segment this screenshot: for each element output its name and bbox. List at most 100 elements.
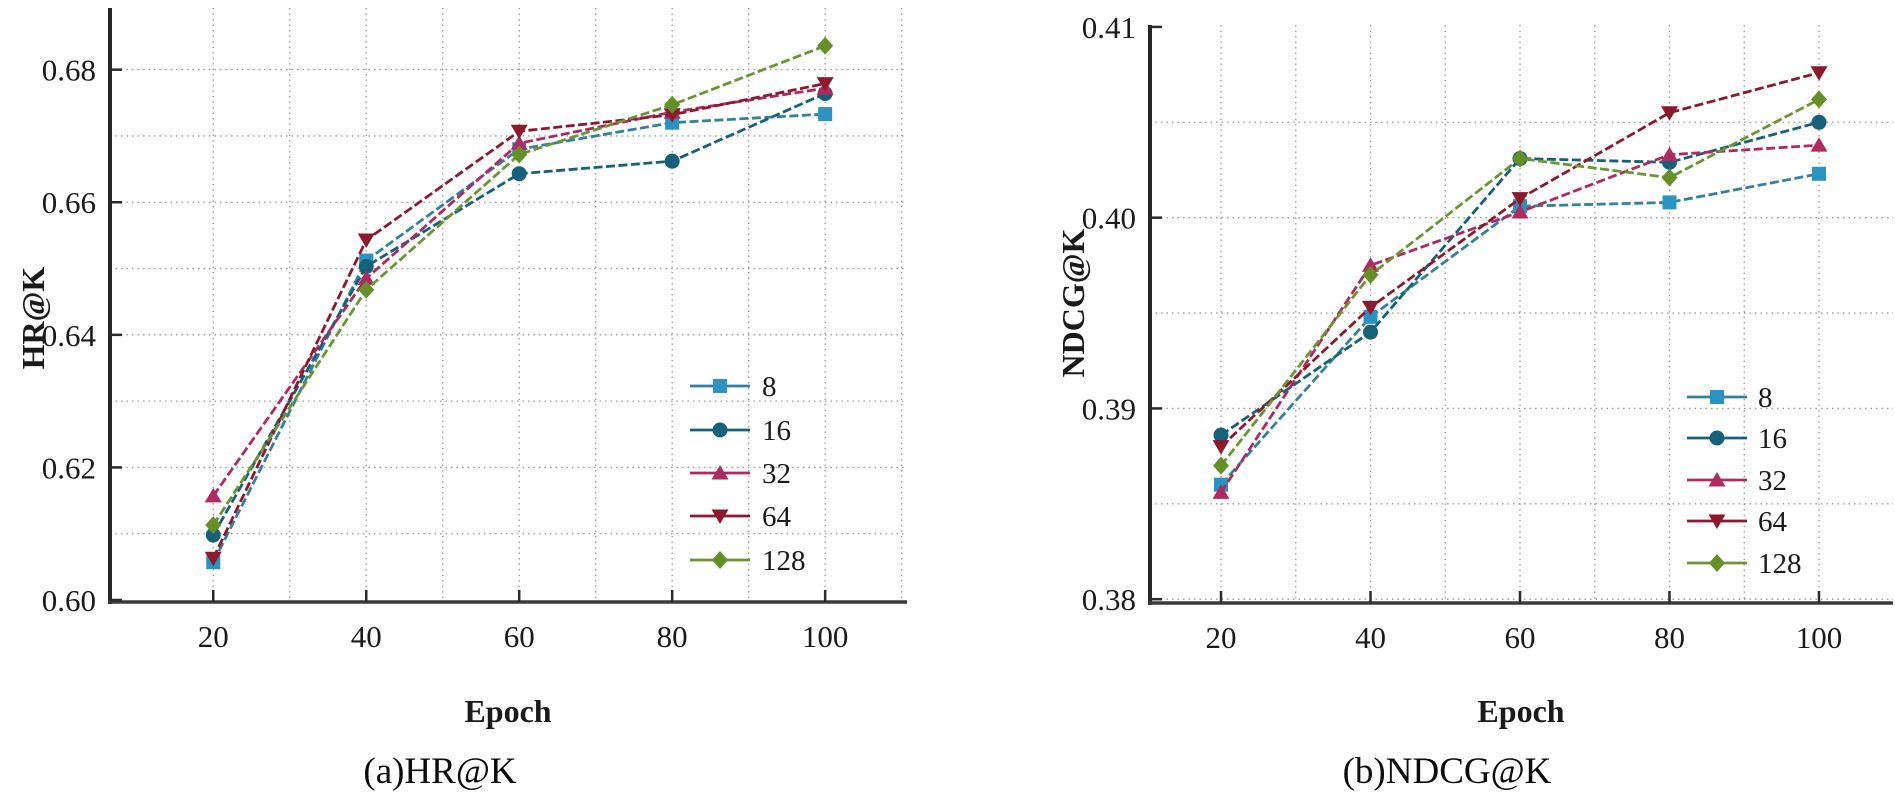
triangle-up-marker-32 bbox=[1362, 257, 1380, 272]
triangle-up-marker-32 bbox=[1511, 203, 1529, 219]
diamond-marker-128 bbox=[817, 36, 834, 55]
ndcg-series-128 bbox=[1213, 90, 1827, 475]
ndcg-legend-item-32: 32 bbox=[1687, 465, 1787, 497]
y-tick-label-0.62: 0.62 bbox=[42, 450, 96, 485]
diamond-marker-128 bbox=[1213, 456, 1230, 475]
triangle-down-marker-64 bbox=[510, 124, 528, 140]
y-tick-label-0.41: 0.41 bbox=[1082, 10, 1136, 45]
hr-axes bbox=[108, 8, 907, 604]
legend-label-128: 128 bbox=[1758, 548, 1802, 580]
hr-legend-item-64: 64 bbox=[690, 501, 792, 533]
hr-series-64 bbox=[204, 77, 834, 567]
ndcg-legend-item-128: 128 bbox=[1687, 548, 1802, 580]
square-marker-8 bbox=[1363, 309, 1378, 324]
legend-label-64: 64 bbox=[762, 501, 792, 533]
circle-marker-16 bbox=[664, 153, 680, 169]
hr-chart: 20 40 60 80 100 0.60 0.62 0.64 0.66 0.68 8 16 32 64 12… bbox=[15, 8, 907, 729]
ndcg-tick-labels: 20 40 60 80 100 0.38 0.39 0.40 0.41 bbox=[1082, 10, 1842, 655]
triangle-down-marker-64 bbox=[1511, 192, 1529, 207]
hr-xlabel: Epoch bbox=[464, 693, 551, 729]
triangle-up-marker-32 bbox=[510, 135, 528, 150]
hr-legend: 8 16 32 64 128 bbox=[690, 371, 806, 577]
legend-label-16: 16 bbox=[762, 415, 791, 447]
diamond-marker-128 bbox=[664, 95, 681, 114]
hr-legend-item-16: 16 bbox=[690, 415, 791, 447]
triangle-up-marker-32 bbox=[357, 270, 375, 285]
legend-label-64: 64 bbox=[1758, 506, 1788, 538]
diamond-marker-128 bbox=[1512, 149, 1529, 168]
hr-grid bbox=[110, 8, 907, 602]
x-tick-label-40: 40 bbox=[351, 619, 382, 654]
x-tick-label-100: 100 bbox=[1796, 620, 1843, 655]
triangle-down-marker-64 bbox=[357, 233, 375, 249]
legend-square-8 bbox=[713, 379, 727, 393]
legend-label-32: 32 bbox=[1758, 465, 1787, 497]
hr-series-128 bbox=[205, 36, 834, 535]
series-line-128 bbox=[212, 44, 826, 526]
circle-marker-16 bbox=[1213, 427, 1229, 443]
ndcg-series-64 bbox=[1212, 66, 1828, 455]
ndcg-legend-item-8: 8 bbox=[1687, 382, 1773, 414]
triangle-down-marker-64 bbox=[204, 551, 222, 567]
x-tick-label-80: 80 bbox=[1654, 620, 1685, 655]
ndcg-chart: 20 40 60 80 100 0.38 0.39 0.40 0.41 8 16 32 64 128 Epo… bbox=[1055, 10, 1893, 729]
diamond-marker-128 bbox=[1362, 265, 1379, 284]
hr-legend-item-8: 8 bbox=[690, 371, 777, 403]
legend-label-8: 8 bbox=[1758, 382, 1773, 414]
triangle-up-marker-32 bbox=[1810, 137, 1828, 152]
hr-tick-labels: 20 40 60 80 100 0.60 0.62 0.64 0.66 0.68 bbox=[42, 53, 849, 654]
diamond-marker-128 bbox=[1810, 90, 1827, 109]
triangle-down-marker-64 bbox=[1362, 300, 1380, 316]
circle-marker-16 bbox=[1811, 114, 1827, 130]
hr-legend-item-32: 32 bbox=[690, 458, 791, 490]
circle-marker-16 bbox=[358, 259, 374, 275]
diamond-marker-128 bbox=[511, 145, 528, 164]
x-tick-label-20: 20 bbox=[1206, 620, 1237, 655]
caption-a: (a)HR@K bbox=[363, 751, 517, 792]
legend-triangle-down-64 bbox=[1708, 514, 1726, 529]
series-line-16 bbox=[1220, 120, 1820, 437]
square-marker-8 bbox=[818, 107, 833, 122]
y-tick-label-0.39: 0.39 bbox=[1082, 391, 1136, 426]
legend-label-16: 16 bbox=[1758, 423, 1787, 455]
hr-legend-item-128: 128 bbox=[690, 545, 806, 577]
legend-circle-16 bbox=[712, 422, 728, 438]
y-tick-label-0.68: 0.68 bbox=[42, 53, 96, 88]
ndcg-ylabel: NDCG@K bbox=[1055, 228, 1091, 377]
x-tick-label-40: 40 bbox=[1355, 620, 1386, 655]
hr-ylabel: HR@K bbox=[15, 267, 51, 370]
legend-triangle-down-64 bbox=[711, 509, 729, 524]
ndcg-legend-item-16: 16 bbox=[1687, 423, 1787, 455]
hr-series-32 bbox=[204, 80, 834, 503]
y-tick-label-0.40: 0.40 bbox=[1082, 201, 1136, 236]
legend-square-8 bbox=[1710, 390, 1724, 404]
x-tick-label-20: 20 bbox=[198, 619, 229, 654]
y-tick-label-0.38: 0.38 bbox=[1082, 582, 1136, 617]
legend-triangle-up-32 bbox=[1708, 472, 1726, 487]
x-tick-label-60: 60 bbox=[1505, 620, 1536, 655]
x-tick-label-80: 80 bbox=[657, 619, 688, 654]
circle-marker-16 bbox=[205, 527, 221, 543]
triangle-down-marker-64 bbox=[1212, 440, 1230, 455]
triangle-down-marker-64 bbox=[1810, 66, 1828, 81]
circle-marker-16 bbox=[511, 166, 527, 182]
legend-label-8: 8 bbox=[762, 371, 777, 403]
diamond-marker-128 bbox=[358, 280, 375, 299]
y-tick-label-0.64: 0.64 bbox=[42, 318, 97, 353]
ndcg-legend-item-64: 64 bbox=[1687, 506, 1788, 538]
triangle-up-marker-32 bbox=[1212, 484, 1230, 499]
legend-diamond-128 bbox=[1709, 554, 1725, 572]
square-marker-8 bbox=[1811, 166, 1826, 181]
legend-label-32: 32 bbox=[762, 458, 791, 490]
x-tick-label-60: 60 bbox=[504, 619, 535, 654]
circle-marker-16 bbox=[1363, 324, 1379, 340]
triangle-down-marker-64 bbox=[663, 108, 681, 123]
legend-triangle-up-32 bbox=[711, 465, 729, 480]
ndcg-xlabel: Epoch bbox=[1477, 693, 1564, 729]
triangle-up-marker-32 bbox=[1661, 146, 1679, 162]
diamond-marker-128 bbox=[205, 516, 222, 535]
y-tick-label-0.60: 0.60 bbox=[42, 583, 96, 618]
y-tick-label-0.66: 0.66 bbox=[42, 185, 96, 220]
